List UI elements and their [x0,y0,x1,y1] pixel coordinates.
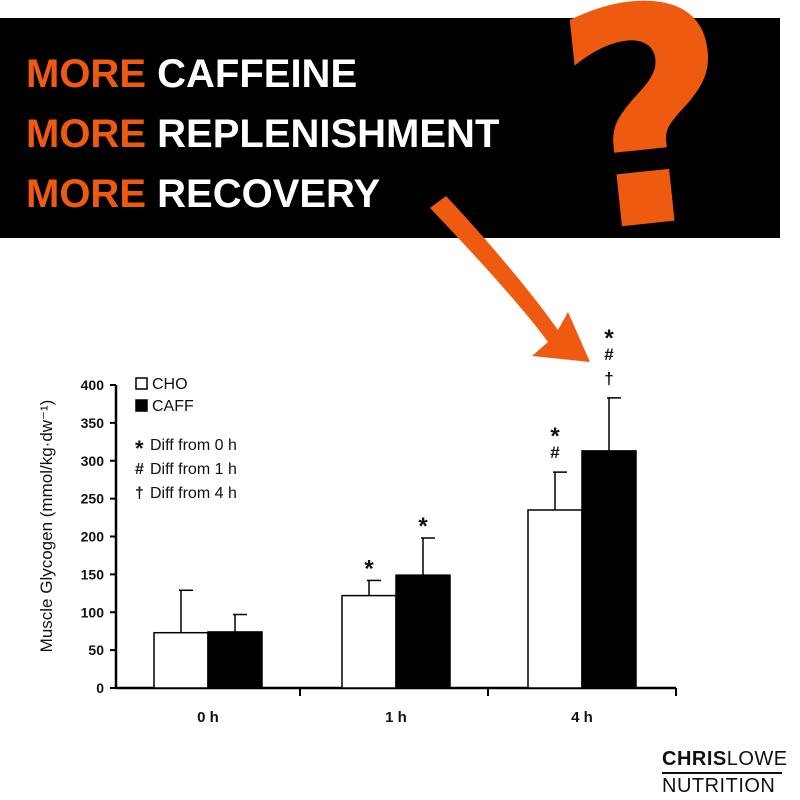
x-tick-label: 0 h [197,709,219,726]
arrow-icon [430,196,590,362]
bar-caff [207,631,263,689]
bars [153,450,637,689]
legend: CHO CAFF * Diff from 0 h # Diff from 1 h † Diff… [135,376,237,502]
bar-caff [395,574,451,689]
x-tick-label: 1 h [385,709,407,726]
legend-symbol: * [135,436,144,461]
legend-annotation-text: Diff from 1 h [150,461,237,478]
headline-line-replenishment: MORE REPLENISHMENT [26,104,499,164]
y-tick-label: 50 [88,642,104,658]
brand-name: CHRISLOWE [662,748,787,774]
bar-cho [153,631,209,689]
significance-mark: * [604,325,614,352]
legend-annotation-text: Diff from 4 h [150,485,237,502]
headline-accent-word: MORE [26,172,146,216]
y-tick-label: 400 [81,377,105,393]
legend-label-caff: CAFF [152,398,194,415]
x-tick-label: 4 h [571,709,593,726]
headline-line-caffeine: MORE CAFFEINE [26,44,499,104]
bar-cho [527,509,583,689]
brand-name-bold: CHRIS [662,748,727,770]
headline: MORE CAFFEINE MORE REPLENISHMENT MORE RE… [26,44,499,224]
brand-name-light: LOWE [726,748,788,770]
headline-word: RECOVERY [157,172,381,216]
headline-accent-word: MORE [26,52,146,96]
brand-subtitle: NUTRITION [662,775,776,797]
significance-mark: * [364,555,374,582]
legend-symbol: # [135,461,144,478]
y-tick-label: 0 [96,680,104,696]
legend-symbol: † [135,485,144,502]
legend-label-cho: CHO [152,376,188,393]
bar-caff [581,450,637,689]
legend-annotation-text: Diff from 0 h [150,437,237,454]
y-axis-label: Muscle Glycogen (mmol/kg·dw⁻¹) [37,400,56,653]
brand-logo: CHRISLOWE NUTRITION [662,748,787,798]
significance-mark: # [604,345,614,364]
significance-mark: * [550,423,560,450]
significance-marks: ***#*#† [364,325,614,583]
legend-swatch-cho [135,377,148,390]
y-tick-label: 300 [81,453,105,469]
y-tick-label: 250 [81,491,105,507]
headline-word: CAFFEINE [157,52,358,96]
y-tick-label: 200 [81,529,105,545]
headline-word: REPLENISHMENT [157,112,500,156]
headline-line-recovery: MORE RECOVERY [26,164,499,224]
significance-mark: † [604,369,613,388]
significance-mark: * [418,513,428,540]
header-banner [0,18,780,238]
y-tick-label: 150 [81,566,105,582]
y-axis: 0 50 100 150 200 250 300 350 400 [81,377,118,696]
headline-accent-word: MORE [26,112,146,156]
x-axis: 0 h 1 h 4 h [116,686,677,726]
y-tick-label: 350 [81,415,105,431]
error-bars [179,397,621,633]
bar-cho [341,594,397,689]
significance-mark: # [550,443,560,462]
y-tick-label: 100 [81,604,105,620]
legend-swatch-caff [135,399,148,412]
